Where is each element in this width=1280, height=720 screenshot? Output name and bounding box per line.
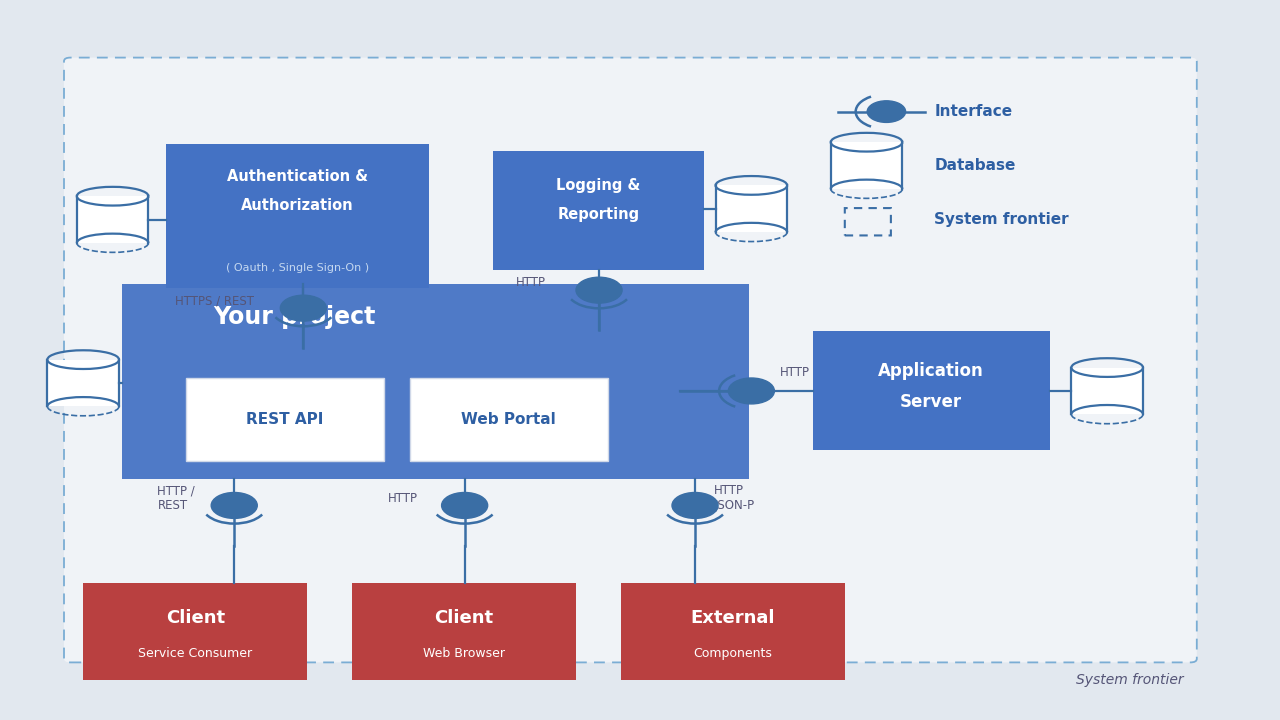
Bar bbox=[410, 378, 608, 461]
Circle shape bbox=[280, 295, 326, 321]
Bar bbox=[186, 378, 384, 461]
Text: Authorization: Authorization bbox=[242, 198, 353, 212]
Bar bbox=[83, 583, 307, 680]
Bar bbox=[352, 583, 576, 680]
Text: Components: Components bbox=[694, 647, 772, 660]
Text: System frontier: System frontier bbox=[934, 212, 1069, 227]
Bar bbox=[813, 331, 1050, 450]
Text: Application: Application bbox=[878, 361, 984, 379]
Text: HTTP: HTTP bbox=[388, 492, 417, 505]
Text: Authentication &: Authentication & bbox=[227, 169, 369, 184]
Text: Web Browser: Web Browser bbox=[422, 647, 506, 660]
FancyBboxPatch shape bbox=[64, 58, 1197, 662]
Text: Logging &: Logging & bbox=[557, 179, 640, 193]
Text: REST API: REST API bbox=[246, 412, 324, 427]
Text: Database: Database bbox=[934, 158, 1016, 173]
Circle shape bbox=[868, 101, 906, 122]
Bar bbox=[77, 196, 148, 243]
Circle shape bbox=[672, 492, 718, 518]
Bar bbox=[122, 284, 749, 479]
Text: Reporting: Reporting bbox=[557, 207, 640, 222]
Bar bbox=[716, 185, 787, 232]
Text: External: External bbox=[690, 609, 776, 627]
Text: Server: Server bbox=[900, 392, 963, 410]
Bar bbox=[493, 151, 704, 270]
Text: Interface: Interface bbox=[934, 104, 1012, 119]
Bar bbox=[621, 583, 845, 680]
Text: Web Portal: Web Portal bbox=[461, 412, 557, 427]
Bar bbox=[166, 144, 429, 288]
Circle shape bbox=[211, 492, 257, 518]
Text: HTTP
JSON-P: HTTP JSON-P bbox=[714, 485, 754, 512]
Circle shape bbox=[576, 277, 622, 303]
Bar bbox=[1071, 367, 1143, 415]
Text: System frontier: System frontier bbox=[1076, 673, 1184, 688]
Text: HTTP: HTTP bbox=[516, 276, 545, 289]
Text: Service Consumer: Service Consumer bbox=[138, 647, 252, 660]
Circle shape bbox=[728, 378, 774, 404]
Bar bbox=[47, 360, 119, 406]
Bar bbox=[831, 143, 902, 189]
Text: HTTP: HTTP bbox=[780, 366, 809, 379]
Text: ( Oauth , Single Sign-On ): ( Oauth , Single Sign-On ) bbox=[227, 263, 369, 273]
Circle shape bbox=[442, 492, 488, 518]
Text: Client: Client bbox=[434, 609, 494, 627]
Text: Client: Client bbox=[165, 609, 225, 627]
Text: Your project: Your project bbox=[214, 305, 375, 329]
Text: HTTP /
REST: HTTP / REST bbox=[157, 485, 195, 512]
Text: HTTPS / REST: HTTPS / REST bbox=[175, 294, 255, 307]
